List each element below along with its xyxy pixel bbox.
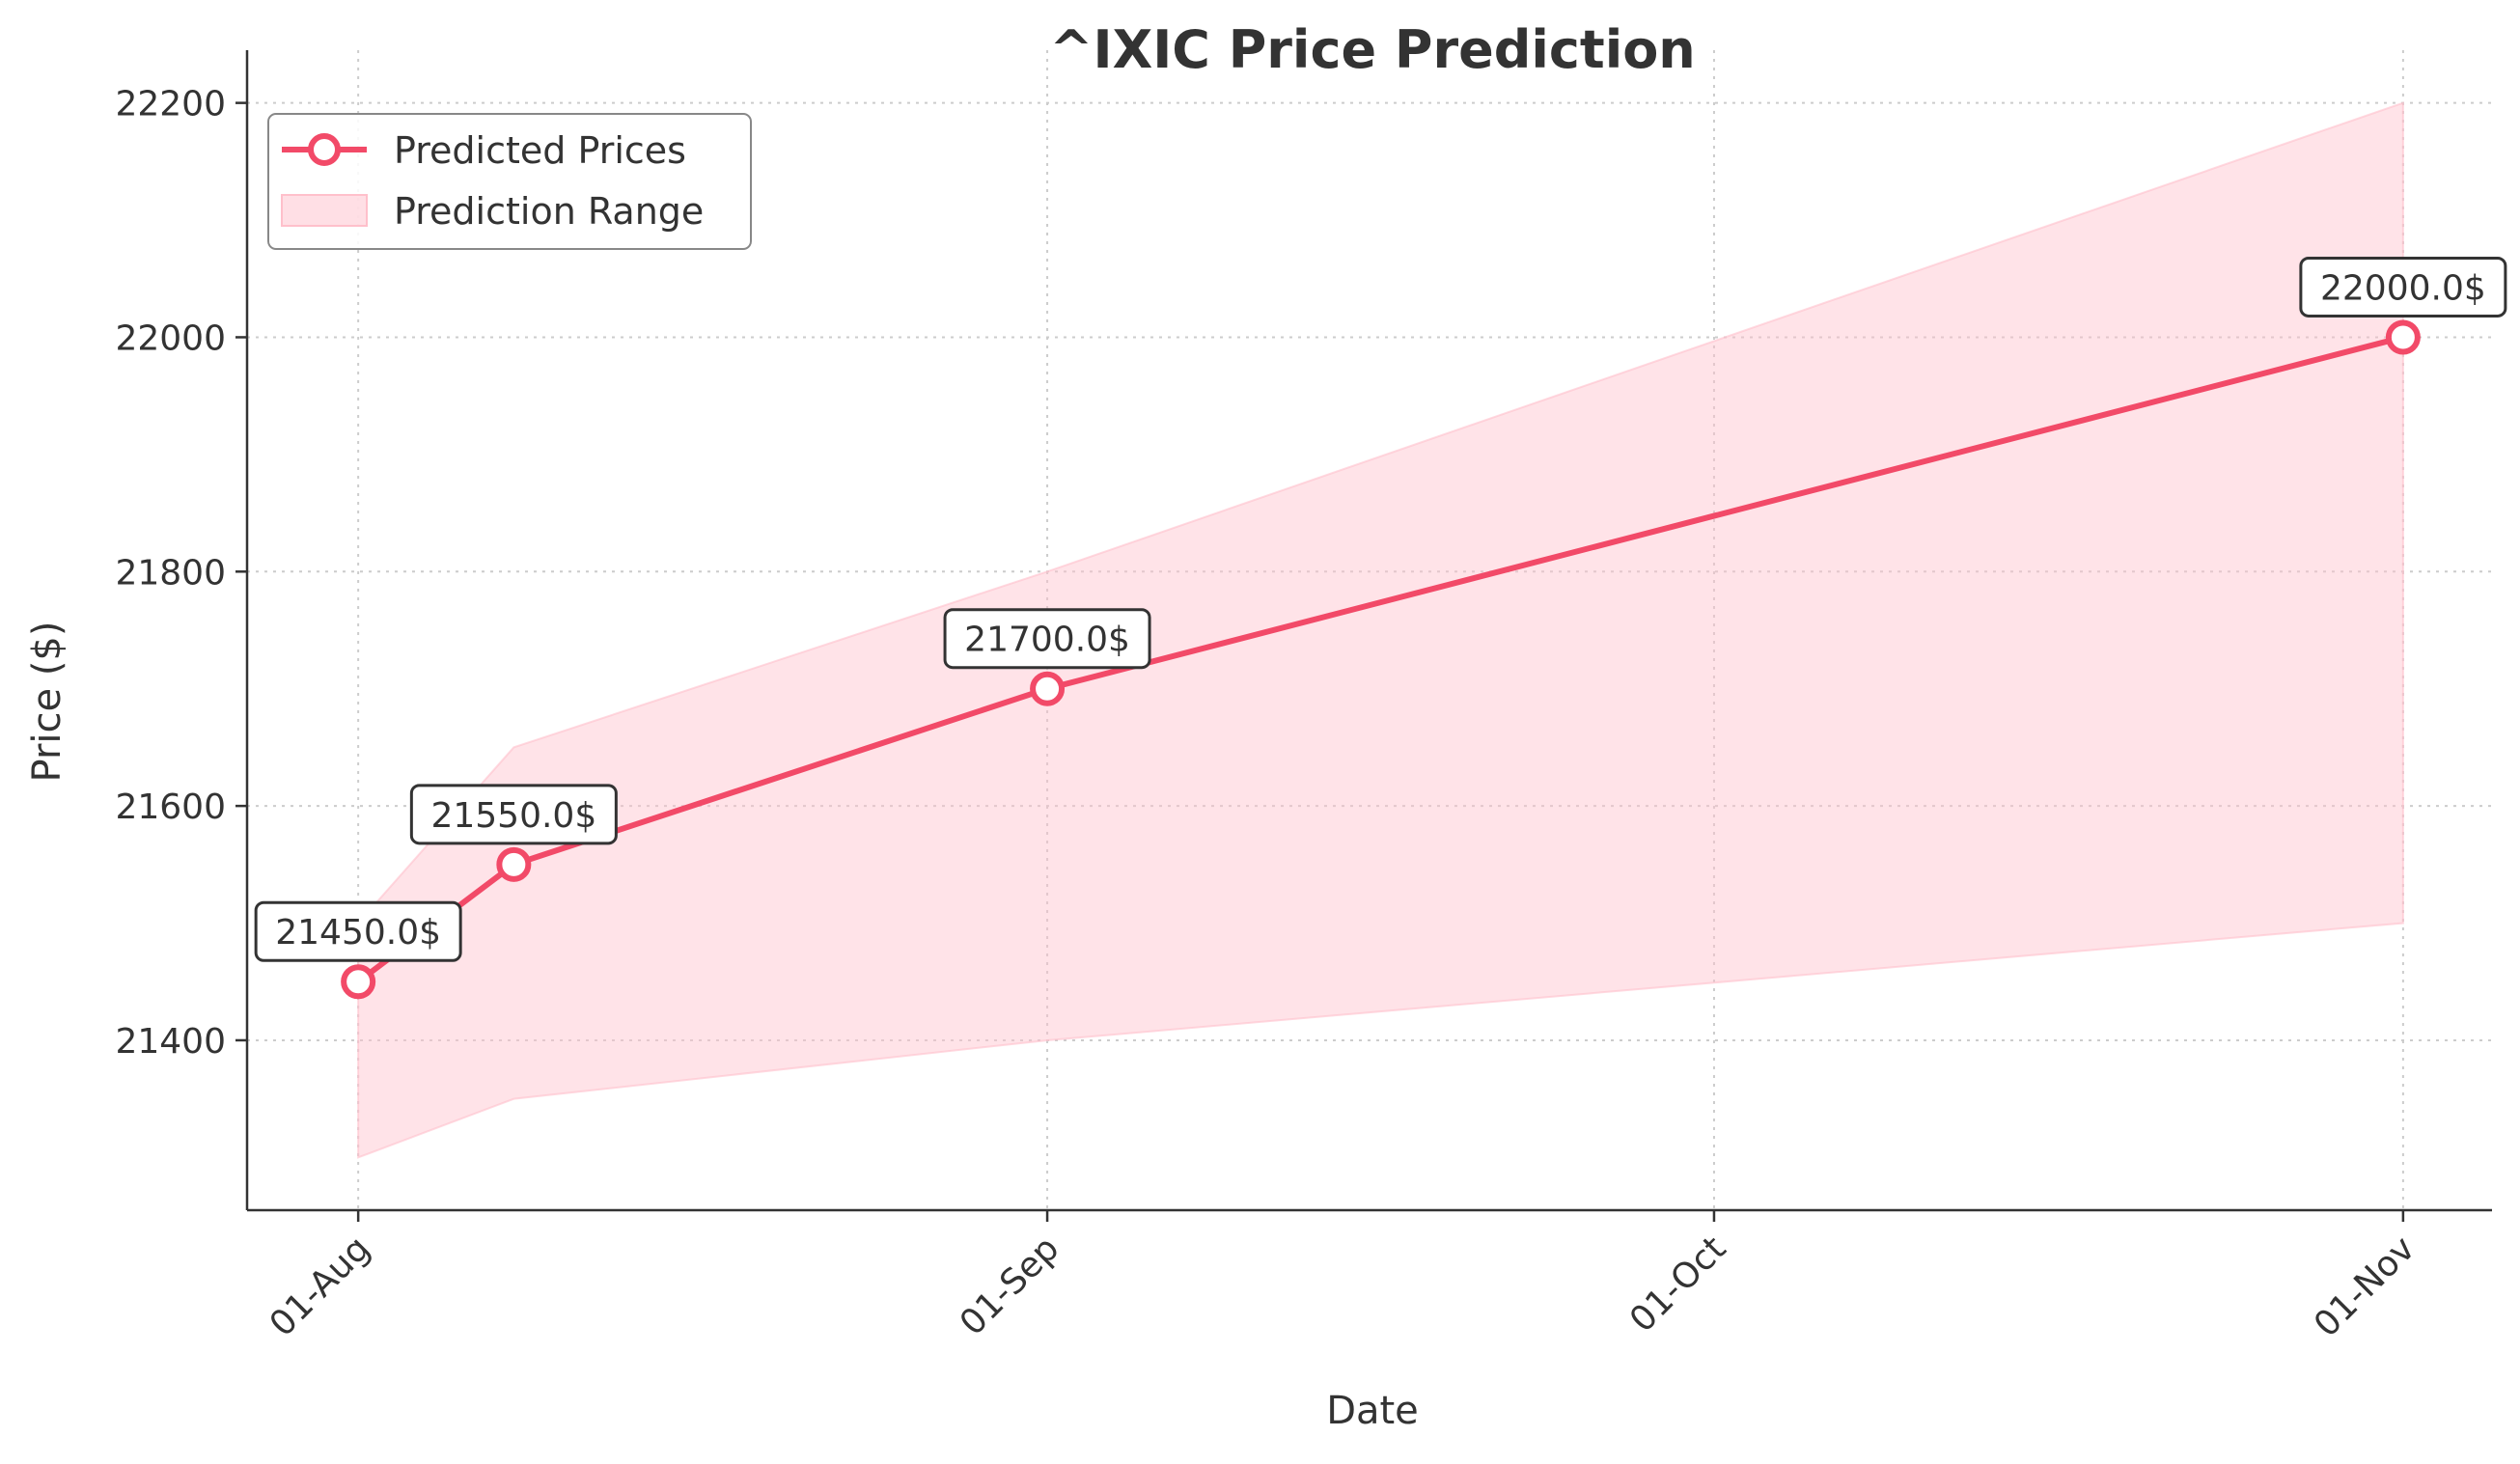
data-point-marker bbox=[1030, 671, 1066, 706]
x-axis-label: Date bbox=[1326, 1389, 1419, 1433]
y-tick-label: 21400 bbox=[115, 1022, 226, 1062]
data-label-text: 22000.0$ bbox=[2320, 268, 2486, 308]
chart-title: ^IXIC Price Prediction bbox=[1049, 19, 1696, 80]
legend-range-swatch bbox=[281, 194, 368, 227]
data-point-marker bbox=[2385, 319, 2421, 355]
data-label: 22000.0$ bbox=[2299, 256, 2507, 318]
y-tick-label: 22000 bbox=[115, 318, 226, 358]
data-label: 21550.0$ bbox=[409, 784, 618, 845]
prediction-range-area bbox=[357, 101, 2404, 1159]
data-label-box bbox=[943, 608, 1151, 670]
x-tick-label: 01-Nov bbox=[2307, 1229, 2423, 1344]
data-label-box bbox=[2299, 256, 2507, 318]
data-label-text: 21450.0$ bbox=[275, 913, 441, 953]
x-tick-label: 01-Aug bbox=[263, 1229, 378, 1344]
legend-label-range: Prediction Range bbox=[394, 190, 704, 233]
x-tick-label: 01-Sep bbox=[953, 1229, 1067, 1343]
legend: Predicted Prices Prediction Range bbox=[267, 113, 752, 250]
data-label-box bbox=[254, 900, 462, 962]
data-label-box bbox=[409, 784, 618, 845]
prediction-range-band bbox=[357, 101, 2404, 1159]
legend-marker-swatch bbox=[308, 133, 341, 166]
data-label: 21450.0$ bbox=[254, 900, 462, 962]
legend-box bbox=[267, 113, 752, 250]
data-label: 21700.0$ bbox=[943, 608, 1151, 670]
x-tick-label: 01-Oct bbox=[1622, 1229, 1733, 1340]
data-point-marker bbox=[496, 846, 532, 882]
legend-label-predicted: Predicted Prices bbox=[394, 129, 686, 172]
data-label-text: 21700.0$ bbox=[964, 621, 1130, 660]
data-point-marker bbox=[341, 964, 376, 1000]
y-tick-label: 21800 bbox=[115, 553, 226, 593]
data-label-text: 21550.0$ bbox=[430, 796, 596, 836]
y-axis-label: Price ($) bbox=[25, 622, 69, 783]
y-tick-label: 21600 bbox=[115, 787, 226, 827]
data-labels: 21450.0$ 21550.0$ 21700.0$ 22000.0$ bbox=[254, 256, 2507, 962]
y-tick-label: 22200 bbox=[115, 85, 226, 124]
